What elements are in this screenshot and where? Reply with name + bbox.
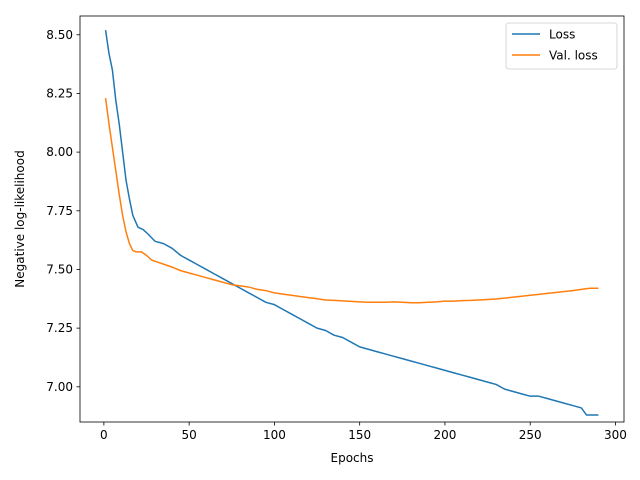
y-tick-label: 7.75 — [46, 204, 73, 218]
y-tick-label: 8.50 — [46, 28, 73, 42]
y-tick-label: 7.50 — [46, 262, 73, 276]
legend-label-0: Loss — [549, 28, 575, 42]
x-tick-label: 100 — [263, 428, 286, 442]
x-tick-label: 50 — [182, 428, 197, 442]
series-layer — [104, 29, 599, 416]
x-tick-label: 300 — [604, 428, 627, 442]
y-tick-label: 7.00 — [46, 380, 73, 394]
y-axis-label: Negative log-likelihood — [13, 150, 27, 287]
legend-label-1: Val. loss — [549, 49, 598, 63]
y-tick-label: 8.25 — [46, 86, 73, 100]
x-tick-label: 0 — [100, 428, 108, 442]
series-line-1 — [104, 98, 599, 304]
legend: Loss Val. loss — [505, 22, 618, 70]
series-line-0 — [104, 29, 599, 416]
x-tick-label: 250 — [519, 428, 542, 442]
y-tick-label: 7.25 — [46, 321, 73, 335]
axes-frame — [79, 15, 625, 423]
x-tick-label: 150 — [348, 428, 371, 442]
axes-layer: 0 50 100 150 200 250 300 7.00 7.25 7.50 7.75 8.00 8.… — [46, 15, 627, 442]
y-tick-label: 8.00 — [46, 145, 73, 159]
x-tick-label: 200 — [433, 428, 456, 442]
x-axis-label: Epochs — [331, 451, 374, 465]
